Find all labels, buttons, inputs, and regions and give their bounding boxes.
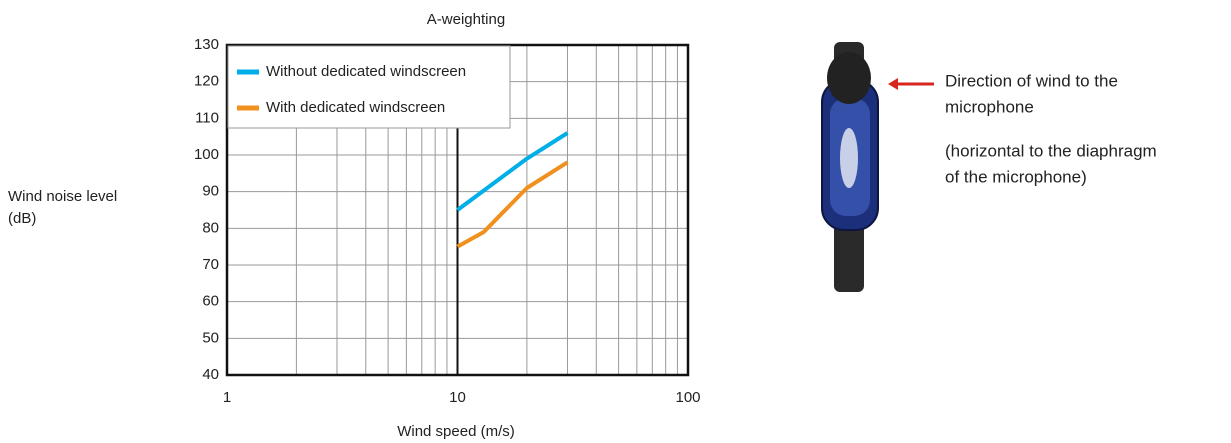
windscreen: [827, 52, 871, 104]
y-tick-label: 110: [195, 109, 219, 126]
y-tick-label: 120: [194, 73, 219, 90]
annotation: (horizontal to the diaphragm: [945, 141, 1157, 160]
y-tick-label: 50: [202, 329, 219, 346]
y-tick-label: 130: [194, 36, 219, 53]
y-tick-label: 60: [202, 293, 219, 310]
annotation: microphone: [945, 97, 1034, 116]
microphone-illustration: [822, 42, 934, 292]
wind-arrow-head: [888, 78, 898, 90]
buttons: [840, 128, 858, 188]
x-tick-label: 100: [675, 389, 700, 406]
chart: A-weighting Wind speed (m/s) Wind noise …: [0, 0, 1231, 443]
y-tick-label: 70: [202, 256, 219, 273]
legend-label: Without dedicated windscreen: [266, 63, 466, 80]
legend-label: With dedicated windscreen: [266, 99, 445, 116]
chart-title: A-weighting: [427, 11, 505, 28]
annotation: of the microphone): [945, 167, 1087, 186]
y-axis-label: Wind noise level: [8, 188, 117, 205]
legend: Without dedicated windscreen With dedicat…: [228, 46, 510, 128]
y-tick-label: 90: [202, 183, 219, 200]
y-tick-label: 80: [202, 219, 219, 236]
annotation: Direction of wind to the: [945, 71, 1118, 90]
y-axis-label: (dB): [8, 210, 36, 227]
x-axis-label: Wind speed (m/s): [397, 423, 515, 440]
y-tick-label: 40: [202, 366, 219, 383]
x-tick-label: 10: [449, 389, 466, 406]
data-line: [458, 162, 568, 246]
y-tick-label: 100: [194, 146, 219, 163]
page: {"chart_data": {"type": "line", "title":…: [0, 0, 1231, 443]
x-tick-label: 1: [223, 389, 231, 406]
